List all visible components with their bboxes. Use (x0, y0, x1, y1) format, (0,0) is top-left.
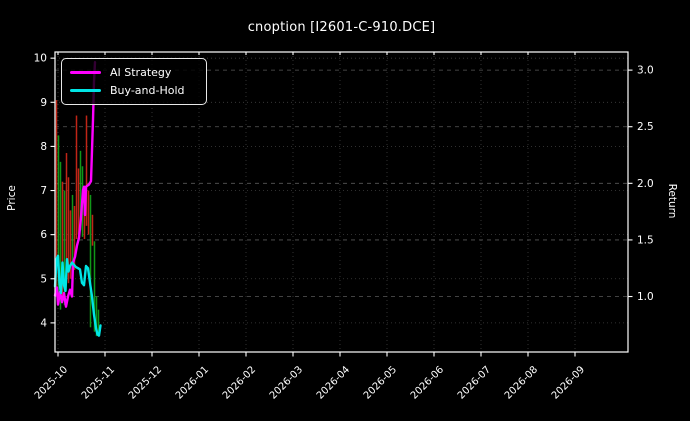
x-tick-label: 2026-03 (268, 364, 305, 401)
left-axis-title: Price (6, 185, 18, 211)
x-tick-label: 2026-01 (174, 364, 211, 401)
price-bar (61, 181, 64, 301)
price-tick-label: 5 (40, 273, 47, 285)
x-tick-label: 2026-05 (362, 364, 399, 401)
price-bar (75, 115, 78, 240)
legend-label-buy-and-hold: Buy-and-Hold (110, 84, 185, 98)
price-bar (73, 205, 76, 270)
price-bar (87, 190, 90, 235)
price-bar (85, 115, 88, 226)
series-path (53, 254, 102, 337)
price-tick-label: 9 (40, 97, 47, 109)
price-bar (71, 194, 74, 297)
price-bar (69, 210, 72, 279)
x-tick-label: 2026-08 (503, 364, 540, 401)
x-tick-label: 2025-12 (127, 364, 164, 401)
legend-entry-ai-strategy: AI Strategy (70, 67, 198, 78)
price-bar (79, 150, 82, 231)
price-bar (63, 190, 66, 306)
return-tick-label: 1.0 (637, 291, 654, 303)
price-bar (77, 168, 80, 235)
price-tick-label: 7 (40, 185, 47, 197)
return-tick-label: 3.0 (637, 65, 654, 77)
chart-title: cnoption [I2601-C-910.DCE] (247, 20, 436, 35)
x-tick-label: 2026-07 (456, 364, 493, 401)
price-bar (57, 135, 60, 304)
price-bar (91, 214, 94, 246)
buy-and-hold-line-swatch (70, 89, 101, 93)
price-bar (67, 177, 70, 284)
price-bar (55, 100, 58, 290)
return-tick-label: 2.0 (637, 178, 654, 190)
price-bar (65, 153, 68, 279)
x-tick-label: 2025-10 (33, 364, 70, 401)
price-bar (97, 309, 100, 334)
legend-entry-buy-and-hold: Buy-and-Hold (70, 85, 198, 96)
x-tick-label: 2026-09 (550, 364, 587, 401)
x-tick-label: 2026-02 (221, 364, 258, 401)
price-bar (93, 241, 96, 332)
return-tick-label: 1.5 (637, 234, 654, 246)
series-line-buy-and-hold (53, 254, 102, 337)
chart-legend: AI Strategy Buy-and-Hold (61, 58, 207, 105)
ai-strategy-line-swatch (70, 70, 101, 74)
price-tick-label: 8 (40, 141, 47, 153)
return-tick-label: 2.5 (637, 121, 654, 133)
x-tick-label: 2026-04 (315, 364, 352, 401)
series-path (53, 61, 97, 308)
price-bar (59, 161, 62, 310)
price-bar (89, 194, 92, 328)
price-tick-label: 6 (40, 229, 47, 241)
axes-layer (54, 51, 629, 353)
legend-label-ai-strategy: AI Strategy (110, 65, 172, 79)
price-tick-label: 10 (34, 53, 47, 65)
right-axis-title: Return (666, 184, 678, 219)
plot-border (54, 51, 629, 353)
x-tick-label: 2025-11 (80, 364, 117, 401)
price-tick-label: 4 (40, 317, 47, 329)
price-bar (95, 296, 98, 337)
series-line-ai-strategy (53, 61, 97, 308)
x-tick-label: 2026-06 (409, 364, 446, 401)
